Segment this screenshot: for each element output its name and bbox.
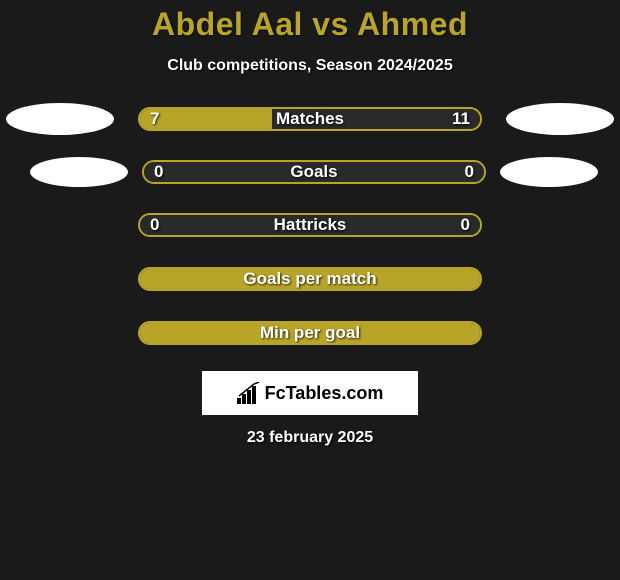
stat-bar: 0 Goals 0 [142,160,486,184]
stat-label: Min per goal [260,323,360,343]
stat-row: Goals per match [0,263,620,295]
avatar-spacer [30,317,138,349]
stat-row: 0 Goals 0 [0,157,620,187]
comparison-card: Abdel Aal vs Ahmed Club competitions, Se… [0,0,620,447]
stat-value-left: 7 [150,109,159,129]
stat-row: Min per goal [0,317,620,349]
avatar-spacer [482,317,590,349]
branding-text: FcTables.com [265,383,384,404]
stat-value-left: 0 [154,162,163,182]
stat-bar: Goals per match [138,267,482,291]
stat-label: Hattricks [274,215,347,235]
stat-label: Matches [276,109,344,129]
stat-row: 0 Hattricks 0 [0,209,620,241]
stat-value-right: 0 [465,162,474,182]
avatar-spacer [30,263,138,295]
date-label: 23 february 2025 [0,429,620,447]
stat-row: 7 Matches 11 [0,103,620,135]
fctables-icon [237,382,261,404]
stat-bar: 7 Matches 11 [138,107,482,131]
avatar-spacer [30,209,138,241]
page-title: Abdel Aal vs Ahmed [0,6,620,43]
stat-rows: 7 Matches 11 0 Goals 0 0 Hattricks 0 Goals per ma… [0,103,620,349]
stat-label: Goals [290,162,337,182]
stat-value-left: 0 [150,215,159,235]
avatar-spacer [482,209,590,241]
player-avatar-left [30,157,128,187]
bar-fill-left [140,109,272,129]
stat-value-right: 0 [461,215,470,235]
stat-value-right: 11 [452,109,470,129]
stat-label: Goals per match [243,269,376,289]
player-avatar-left [6,103,114,135]
avatar-spacer [482,263,590,295]
player-avatar-right [506,103,614,135]
subtitle: Club competitions, Season 2024/2025 [0,57,620,75]
stat-bar: Min per goal [138,321,482,345]
player-avatar-right [500,157,598,187]
branding-banner: FcTables.com [202,371,418,415]
stat-bar: 0 Hattricks 0 [138,213,482,237]
